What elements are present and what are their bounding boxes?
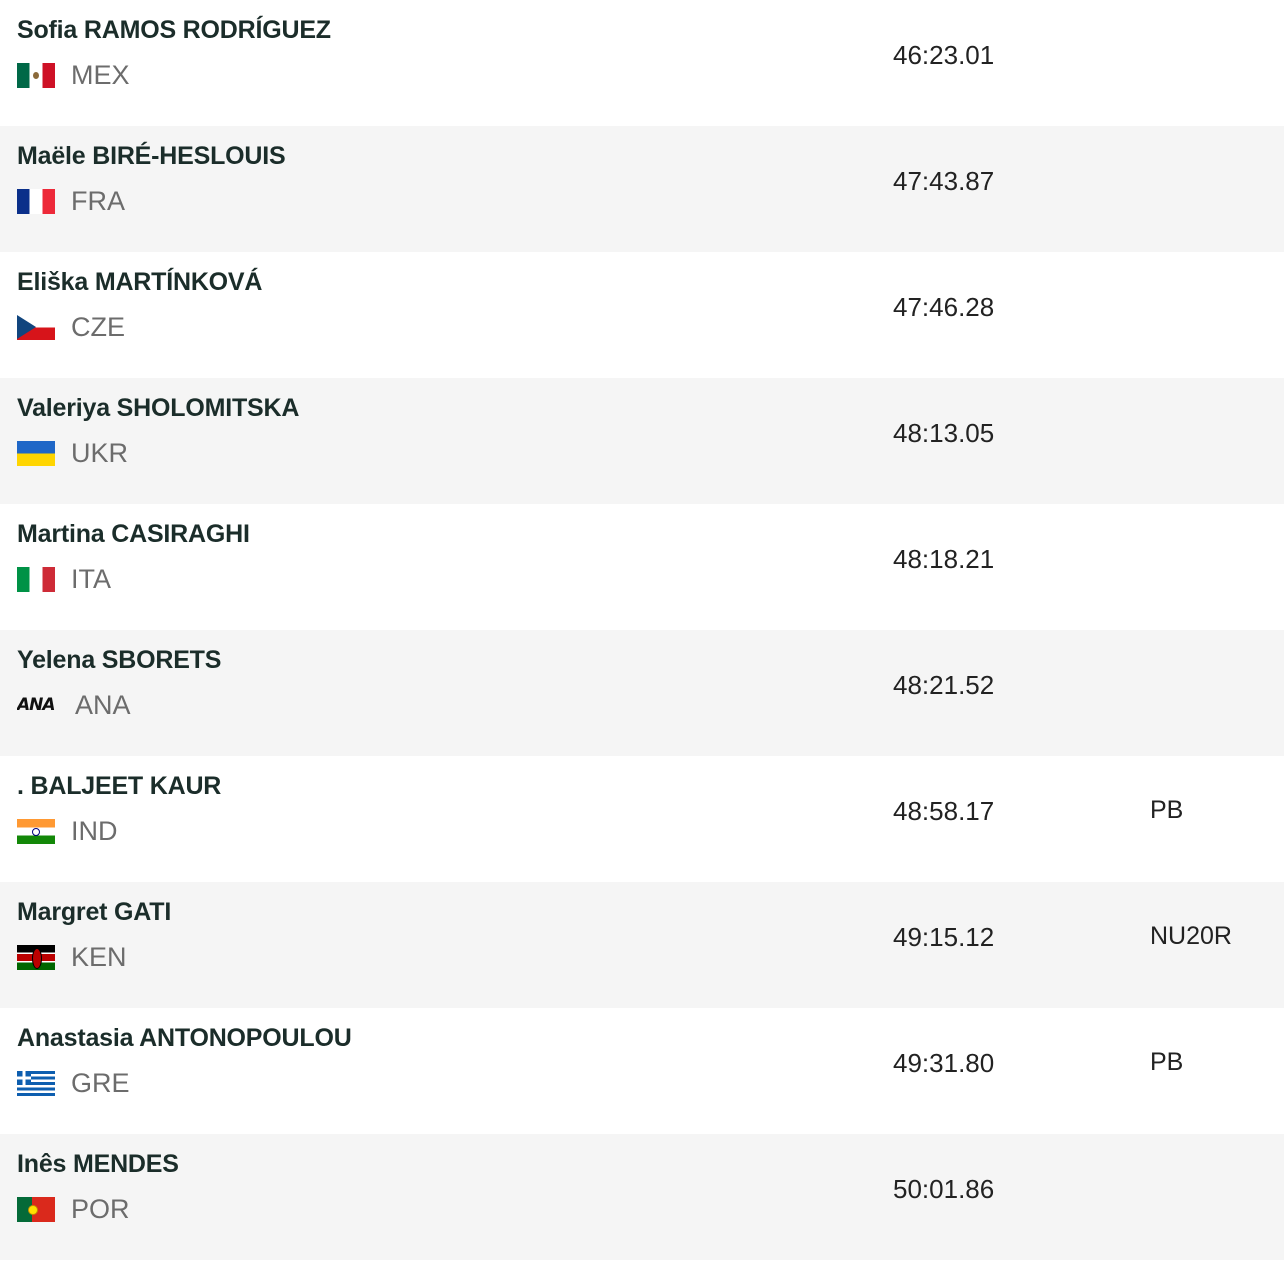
country-code: UKR [71,438,129,468]
portugal-flag-icon [17,1197,55,1222]
result-note: PB [1150,796,1184,824]
result-time: 47:46.28 [893,292,995,322]
athlete-name[interactable]: Inês MENDES [17,1150,179,1178]
country-code: POR [71,1194,130,1224]
athlete-name[interactable]: Anastasia ANTONOPOULOU [17,1024,352,1052]
result-row[interactable]: Valeriya SHOLOMITSKA UKR 48:13.05 [0,378,1284,504]
mexico-flag-icon [17,63,55,88]
result-time: 48:58.17 [893,796,995,826]
result-time: 46:23.01 [893,40,995,70]
country-code: ITA [71,564,111,594]
result-note: NU20R [1150,922,1232,950]
result-time: 49:15.12 [893,922,995,952]
athlete-country: ITA [17,564,111,595]
athlete-name[interactable]: . BALJEET KAUR [17,772,222,800]
result-time: 48:18.21 [893,544,995,574]
ukraine-flag-icon [17,441,55,466]
athlete-name[interactable]: Martina CASIRAGHI [17,520,250,548]
country-code: CZE [71,312,125,342]
athlete-name[interactable]: Maële BIRÉ-HESLOUIS [17,142,286,170]
result-row[interactable]: Yelena SBORETS ANA ANA 48:21.52 [0,630,1284,756]
result-time: 47:43.87 [893,166,995,196]
italy-flag-icon [17,567,55,592]
result-time: 49:31.80 [893,1048,995,1078]
czechia-flag-icon [17,315,55,340]
greece-flag-icon [17,1071,55,1096]
ana-logo-icon: ANA [17,695,56,715]
result-row[interactable]: Martina CASIRAGHI ITA 48:18.21 [0,504,1284,630]
country-code: IND [71,816,118,846]
athlete-name[interactable]: Sofia RAMOS RODRÍGUEZ [17,16,331,44]
result-row[interactable]: Margret GATI KEN 49:15.12 NU20R [0,882,1284,1008]
athlete-country: FRA [17,186,125,217]
athlete-name[interactable]: Margret GATI [17,898,172,926]
athlete-country: CZE [17,312,125,343]
result-row[interactable]: Sofia RAMOS RODRÍGUEZ MEX 46:23.01 [0,0,1284,126]
result-note: PB [1150,1048,1184,1076]
france-flag-icon [17,189,55,214]
country-code: ANA [75,690,131,720]
athlete-country: IND [17,816,118,847]
result-time: 50:01.86 [893,1174,995,1204]
athlete-country: MEX [17,60,130,91]
country-code: MEX [71,60,130,90]
result-row[interactable]: Eliška MARTÍNKOVÁ CZE 47:46.28 [0,252,1284,378]
country-code: FRA [71,186,125,216]
country-code: KEN [71,942,127,972]
athlete-country: ANA ANA [17,690,131,721]
result-time: 48:13.05 [893,418,995,448]
kenya-flag-icon [17,945,55,970]
result-row[interactable]: Inês MENDES POR 50:01.86 [0,1134,1284,1260]
country-code: GRE [71,1068,130,1098]
athlete-name[interactable]: Eliška MARTÍNKOVÁ [17,268,263,296]
athlete-country: UKR [17,438,128,469]
athlete-country: POR [17,1194,130,1225]
athlete-country: GRE [17,1068,130,1099]
athlete-country: KEN [17,942,127,973]
athlete-name[interactable]: Valeriya SHOLOMITSKA [17,394,300,422]
result-row[interactable]: Anastasia ANTONOPOULOU GRE 49:31.80 PB [0,1008,1284,1134]
result-row[interactable]: Maële BIRÉ-HESLOUIS FRA 47:43.87 [0,126,1284,252]
result-time: 48:21.52 [893,670,995,700]
result-row[interactable]: . BALJEET KAUR IND 48:58.17 PB [0,756,1284,882]
athlete-name[interactable]: Yelena SBORETS [17,646,222,674]
india-flag-icon [17,819,55,844]
